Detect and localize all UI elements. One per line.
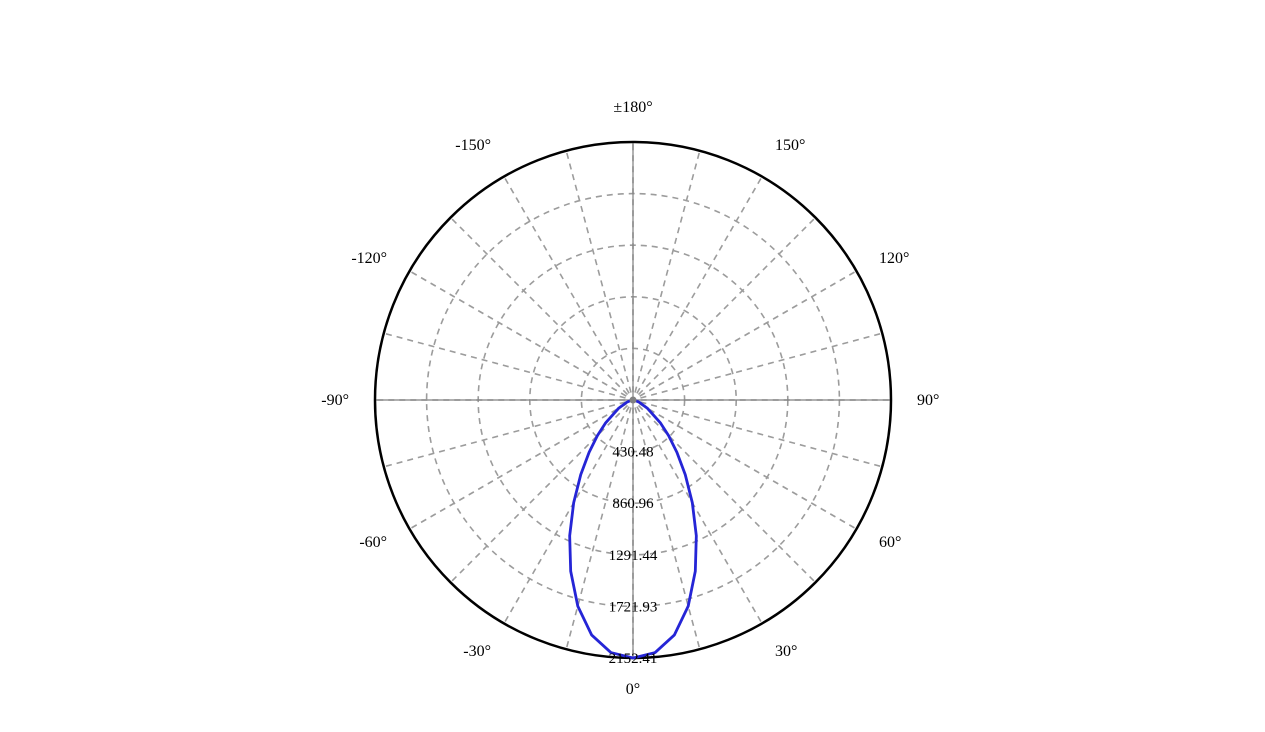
- angle-label: -60°: [359, 534, 387, 551]
- angle-label: -120°: [351, 250, 387, 267]
- angle-label: -30°: [463, 643, 491, 660]
- radial-label: 860.96: [612, 496, 654, 512]
- angle-label: 0°: [626, 681, 640, 698]
- angle-label: 120°: [879, 250, 909, 267]
- radial-label: 1721.93: [609, 599, 658, 615]
- angle-label: -150°: [455, 137, 491, 154]
- angle-label: 90°: [917, 392, 939, 409]
- angle-label: 30°: [775, 643, 797, 660]
- angle-label: 60°: [879, 534, 901, 551]
- angle-label: 150°: [775, 137, 805, 154]
- polar-svg: 0° 30° 60° 90° 120° 150° ±180° -150° -120° -90° -6…: [0, 0, 1265, 732]
- angle-label: ±180°: [613, 99, 652, 116]
- radial-label: 2152.41: [609, 651, 658, 667]
- angle-label: -90°: [321, 392, 349, 409]
- center-dot: [630, 397, 637, 404]
- polar-chart: 0° 30° 60° 90° 120° 150° ±180° -150° -120° -90° -6…: [0, 0, 1265, 732]
- radial-label: 1291.44: [609, 548, 658, 564]
- radial-label: 430.48: [612, 445, 653, 461]
